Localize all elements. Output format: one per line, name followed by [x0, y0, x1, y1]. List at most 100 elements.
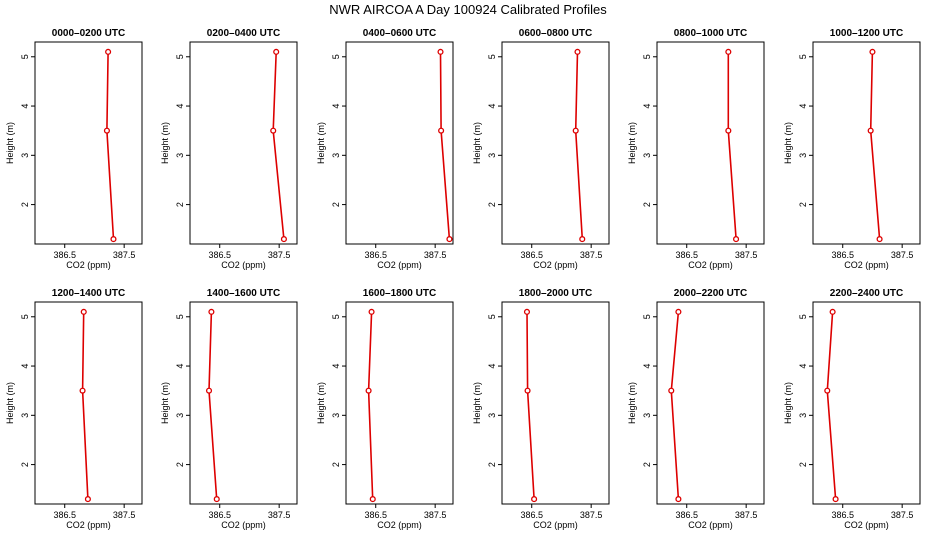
y-tick-label: 3: [798, 153, 808, 158]
y-tick-label: 4: [331, 104, 341, 109]
data-point: [675, 496, 682, 503]
data-point: [437, 48, 444, 55]
data-point: [829, 308, 836, 315]
x-tick-label: 387.5: [891, 250, 914, 260]
data-point: [80, 308, 87, 315]
data-point: [523, 308, 531, 315]
x-tick-label: 386.5: [208, 510, 231, 520]
x-tick-label: 386.5: [53, 510, 76, 520]
y-tick-label: 4: [487, 104, 497, 109]
x-axis-label: CO2 (ppm): [533, 260, 578, 270]
x-axis-label: CO2 (ppm): [844, 520, 889, 530]
data-point: [876, 236, 883, 243]
data-point: [110, 236, 117, 243]
data-point: [446, 236, 453, 243]
data-point: [524, 387, 531, 394]
plot-frame: [812, 41, 921, 245]
data-point: [270, 127, 277, 134]
data-point: [867, 127, 874, 134]
y-tick-label: 2: [20, 462, 30, 467]
y-tick-label: 4: [798, 104, 808, 109]
plot-frame: [189, 41, 298, 245]
data-point: [365, 387, 372, 394]
figure-title: NWR AIRCOA A Day 100924 Calibrated Profi…: [329, 2, 607, 17]
y-tick-label: 3: [20, 153, 30, 158]
data-point: [579, 236, 586, 243]
y-tick-label: 3: [642, 153, 652, 158]
x-axis-label: CO2 (ppm): [66, 520, 111, 530]
y-axis-label: Height (m): [316, 122, 326, 164]
panel-title: 1200–1400 UTC: [52, 288, 125, 299]
x-axis-label: CO2 (ppm): [377, 260, 422, 270]
y-tick-label: 2: [175, 462, 185, 467]
data-point: [208, 308, 215, 315]
panel-grid: 0000–0200 UTC 386.5 387.5 2 3 4 5 CO2 (ppm) Heig…: [5, 28, 921, 530]
profile-panel: 2000–2200 UTC 386.5 387.5 2 3 4 5 CO2 (ppm) Heig…: [627, 288, 765, 530]
y-tick-label: 5: [331, 314, 341, 319]
data-point: [273, 48, 280, 55]
profile-panel: 1400–1600 UTC 386.5 387.5 2 3 4 5 CO2 (ppm) Heig…: [160, 288, 298, 530]
profile-panel: 0800–1000 UTC 386.5 387.5 2 3 4 5 CO2 (ppm) Heig…: [627, 28, 765, 270]
data-point: [79, 387, 86, 394]
x-tick-label: 386.5: [208, 250, 231, 260]
y-tick-label: 2: [642, 462, 652, 467]
plot-frame: [345, 301, 454, 505]
data-point: [733, 236, 740, 243]
x-axis-label: CO2 (ppm): [221, 260, 266, 270]
plot-frame: [812, 301, 921, 505]
data-point: [531, 496, 538, 503]
data-point: [368, 308, 375, 315]
x-tick-label: 386.5: [831, 250, 854, 260]
profile-line: [272, 51, 285, 240]
y-tick-label: 5: [20, 314, 30, 319]
x-tick-label: 387.5: [424, 510, 447, 520]
data-point: [574, 48, 581, 55]
x-tick-label: 387.5: [580, 510, 603, 520]
y-axis-label: Height (m): [627, 382, 637, 424]
y-tick-label: 5: [798, 54, 808, 59]
data-point: [869, 48, 876, 55]
plot-frame: [501, 41, 610, 245]
y-tick-label: 5: [20, 54, 30, 59]
plot-frame: [34, 301, 143, 505]
x-tick-label: 387.5: [891, 510, 914, 520]
x-tick-label: 386.5: [53, 250, 76, 260]
y-tick-label: 2: [20, 202, 30, 207]
profile-panel: 0600–0800 UTC 386.5 387.5 2 3 4 5 CO2 (ppm) Heig…: [472, 28, 610, 270]
y-tick-label: 5: [175, 54, 185, 59]
data-point: [105, 48, 112, 55]
y-tick-label: 3: [487, 153, 497, 158]
y-axis-label: Height (m): [160, 382, 170, 424]
data-point: [572, 127, 579, 134]
y-tick-label: 5: [487, 54, 497, 59]
y-tick-label: 4: [642, 104, 652, 109]
profile-panel: 1200–1400 UTC 386.5 387.5 2 3 4 5 CO2 (ppm) Heig…: [5, 288, 143, 530]
y-axis-label: Height (m): [627, 122, 637, 164]
y-tick-label: 5: [175, 314, 185, 319]
plot-frame: [656, 41, 765, 245]
plot-frame: [34, 41, 143, 245]
y-tick-label: 4: [20, 364, 30, 369]
y-tick-label: 3: [331, 413, 341, 418]
x-axis-label: CO2 (ppm): [688, 520, 733, 530]
profile-panel: 2200–2400 UTC 386.5 387.5 2 3 4 5 CO2 (ppm) Heig…: [783, 288, 921, 530]
x-tick-label: 386.5: [520, 510, 543, 520]
profile-line: [869, 51, 881, 240]
x-tick-label: 387.5: [580, 250, 603, 260]
y-axis-label: Height (m): [783, 122, 793, 164]
profile-line: [106, 51, 115, 240]
profile-panel: 1600–1800 UTC 386.5 387.5 2 3 4 5 CO2 (ppm) Heig…: [316, 288, 454, 530]
profile-panel: 0200–0400 UTC 386.5 387.5 2 3 4 5 CO2 (ppm) Heig…: [160, 28, 298, 270]
profile-line: [208, 311, 218, 500]
data-point: [103, 127, 110, 134]
profile-panel: 0000–0200 UTC 386.5 387.5 2 3 4 5 CO2 (ppm) Heig…: [5, 28, 143, 270]
y-tick-label: 5: [331, 54, 341, 59]
x-axis-label: CO2 (ppm): [221, 520, 266, 530]
x-tick-label: 386.5: [675, 510, 698, 520]
panel-title: 1400–1600 UTC: [207, 288, 280, 299]
panel-title: 0200–0400 UTC: [207, 28, 280, 39]
data-point: [832, 496, 839, 503]
data-point: [84, 496, 91, 503]
panel-title: 0800–1000 UTC: [674, 28, 747, 39]
y-tick-label: 2: [487, 462, 497, 467]
